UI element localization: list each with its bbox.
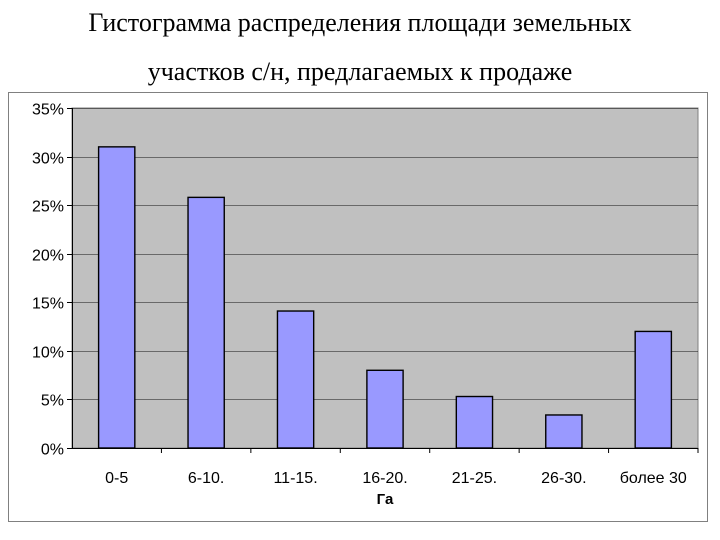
y-tick-label: 30% <box>32 151 64 168</box>
bar-4 <box>366 369 404 449</box>
y-tick-label: 20% <box>32 248 64 265</box>
x-tick-label: более 30 <box>620 470 687 487</box>
x-axis-title: Га <box>377 491 394 508</box>
x-tick-label: 26-30. <box>541 470 586 487</box>
y-tick-label: 25% <box>32 199 64 216</box>
x-tick-label: 16-20. <box>362 470 407 487</box>
x-tick-label: 0-5 <box>105 470 128 487</box>
x-tick-label: 11-15. <box>273 470 317 487</box>
bar-1 <box>97 146 136 449</box>
y-tick-label: 5% <box>41 393 64 410</box>
y-tick-label: 10% <box>32 345 64 362</box>
bar-2 <box>187 196 225 449</box>
y-tick-label: 35% <box>32 102 64 119</box>
x-tick-label: 6-10. <box>188 470 224 487</box>
bar-3 <box>276 310 315 449</box>
chart-title-line-1: Гистограмма распределения площади земель… <box>88 8 632 37</box>
bar-5 <box>455 395 494 449</box>
y-tick-label: 0% <box>41 442 64 459</box>
bar-7 <box>634 330 673 449</box>
y-tick-label: 15% <box>32 296 64 313</box>
x-tick-label: 21-25. <box>452 470 497 487</box>
bar-6 <box>545 414 583 449</box>
chart-title-line-2: участков с/н, предлагаемых к продаже <box>147 57 573 86</box>
